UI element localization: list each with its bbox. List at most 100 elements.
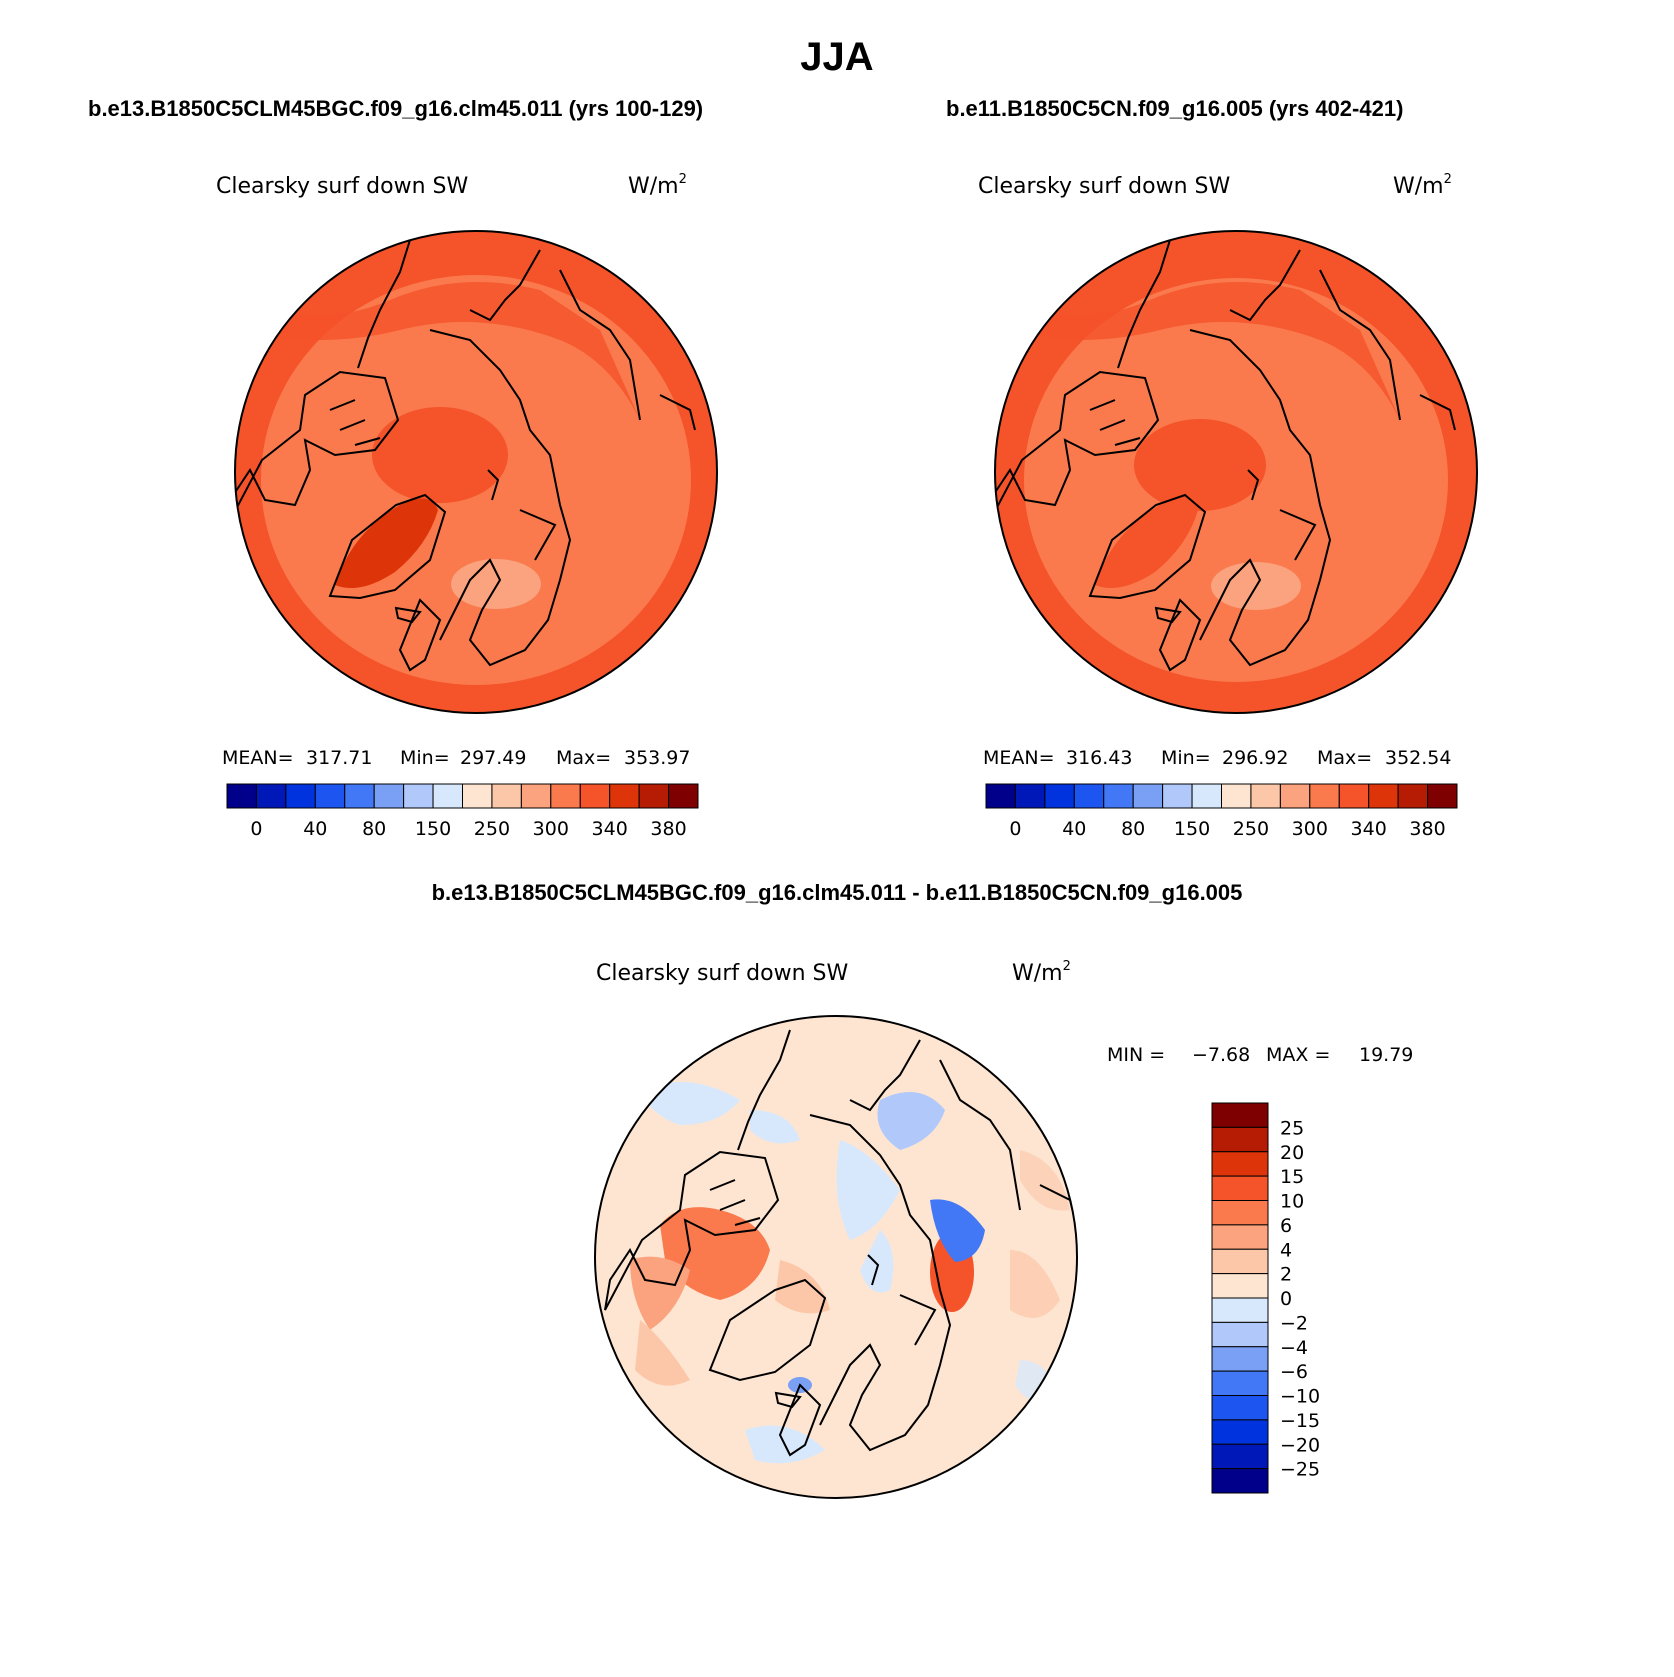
colorbar-tick-label: 0: [1009, 818, 1021, 840]
colorbar-tick-label: 80: [1121, 818, 1145, 840]
panel-right-mean-label: MEAN=: [983, 747, 1055, 769]
map-left: [234, 230, 718, 714]
colorbar-swatch: [491, 783, 522, 809]
colorbar-swatch: [403, 783, 434, 809]
colorbar-swatch: [344, 783, 375, 809]
panel-diff-min-value: −7.68: [1192, 1044, 1250, 1066]
panel-right-min-label: Min=: [1161, 747, 1211, 769]
panel-left-case-label: b.e13.B1850C5CLM45BGC.f09_g16.clm45.011 …: [88, 96, 703, 121]
colorbar-left: [226, 783, 699, 809]
colorbar-swatch: [1211, 1175, 1269, 1201]
colorbar-tick-label: 15: [1280, 1166, 1304, 1188]
colorbar-swatch: [1309, 783, 1340, 809]
colorbar-swatch: [1368, 783, 1399, 809]
panel-diff-case-label: b.e13.B1850C5CLM45BGC.f09_g16.clm45.011 …: [432, 880, 1243, 905]
map-diff: [594, 1015, 1078, 1499]
colorbar-swatch: [432, 783, 463, 809]
colorbar-swatch: [1211, 1321, 1269, 1348]
colorbar-swatch: [1211, 1370, 1269, 1396]
colorbar-swatch: [373, 783, 405, 809]
figure-title: JJA: [800, 35, 873, 79]
colorbar-swatch: [579, 783, 611, 809]
panel-right-variable: Clearsky surf down SW: [978, 174, 1230, 199]
panel-left-variable: Clearsky surf down SW: [216, 174, 468, 199]
colorbar-swatch: [462, 783, 493, 809]
colorbar-tick-label: 25: [1280, 1117, 1304, 1139]
panel-left-mean-value: 317.71: [306, 747, 372, 769]
colorbar-tick-label: 380: [650, 818, 686, 840]
colorbar-swatch: [1211, 1443, 1269, 1470]
colorbar-swatch: [1211, 1200, 1269, 1226]
map-left-field-greenland: [335, 498, 438, 589]
map-left-field-low: [451, 559, 541, 609]
colorbar-left-ticks: 0 40 80 150 250 300 340 380: [250, 818, 686, 840]
panel-right-max-label: Max=: [1317, 747, 1372, 769]
panel-right-case-label: b.e11.B1850C5CN.f09_g16.005 (yrs 402-421…: [946, 96, 1403, 121]
colorbar-tick-label: 0: [1280, 1288, 1292, 1310]
panel-left-max-label: Max=: [556, 747, 611, 769]
colorbar-right: [985, 783, 1458, 809]
map-left-border: [234, 230, 718, 714]
panel-right-min-value: 296.92: [1222, 747, 1288, 769]
panel-left-units: W/m2: [628, 172, 687, 199]
panel-diff-variable: Clearsky surf down SW: [596, 961, 848, 986]
panel-right-mean-value: 316.43: [1066, 747, 1132, 769]
colorbar-swatch: [1044, 783, 1075, 809]
map-diff-field-neg-east: [930, 1199, 985, 1262]
colorbar-swatch: [550, 783, 581, 809]
colorbar-swatch: [1211, 1102, 1269, 1128]
panel-right: b.e11.B1850C5CN.f09_g16.005 (yrs 402-421…: [946, 96, 1478, 840]
colorbar-swatch: [1211, 1248, 1269, 1275]
colorbar-swatch: [1162, 783, 1193, 809]
colorbar-swatch: [1073, 783, 1105, 809]
colorbar-swatch: [668, 783, 699, 809]
colorbar-tick-label: 250: [474, 818, 510, 840]
colorbar-swatch: [1211, 1468, 1269, 1494]
colorbar-tick-label: 0: [250, 818, 262, 840]
colorbar-tick-label: 2: [1280, 1264, 1292, 1286]
colorbar-swatch: [609, 783, 640, 809]
colorbar-swatch: [1211, 1126, 1269, 1153]
panel-left-max-value: 353.97: [624, 747, 690, 769]
colorbar-swatch: [285, 783, 316, 809]
panel-left-min-value: 297.49: [460, 747, 526, 769]
colorbar-tick-label: 40: [303, 818, 327, 840]
colorbar-swatch: [1250, 783, 1281, 809]
colorbar-swatch: [1191, 783, 1222, 809]
colorbar-swatch: [1211, 1151, 1269, 1177]
colorbar-tick-label: 300: [533, 818, 569, 840]
colorbar-tick-label: 300: [1292, 818, 1328, 840]
colorbar-tick-label: −2: [1280, 1312, 1308, 1334]
colorbar-tick-label: 6: [1280, 1215, 1292, 1237]
colorbar-swatch: [1014, 783, 1046, 809]
colorbar-swatch: [1211, 1346, 1269, 1372]
panel-left-min-label: Min=: [400, 747, 450, 769]
map-left-coastlines: [235, 239, 696, 672]
map-diff-border: [594, 1015, 1078, 1499]
colorbar-swatch: [520, 783, 552, 809]
colorbar-tick-label: 40: [1062, 818, 1086, 840]
panel-right-units: W/m2: [1393, 172, 1452, 199]
colorbar-tick-label: −15: [1280, 1410, 1320, 1432]
colorbar-swatch: [314, 783, 346, 809]
map-right-field-core: [1134, 419, 1266, 511]
colorbar-tick-label: 150: [415, 818, 451, 840]
colorbar-swatch: [1211, 1297, 1269, 1323]
colorbar-swatch: [1132, 783, 1164, 809]
colorbar-swatch: [1103, 783, 1134, 809]
panel-diff-max-value: 19.79: [1359, 1044, 1413, 1066]
colorbar-swatch: [1279, 783, 1311, 809]
colorbar-swatch: [1338, 783, 1370, 809]
panel-diff-min-label: MIN =: [1107, 1044, 1165, 1066]
colorbar-tick-label: −10: [1280, 1386, 1320, 1408]
colorbar-tick-label: −25: [1280, 1459, 1320, 1481]
colorbar-swatch: [1211, 1419, 1269, 1445]
colorbar-swatch: [255, 783, 287, 809]
map-right-coastlines: [995, 239, 1456, 672]
colorbar-swatch: [1211, 1395, 1269, 1421]
colorbar-tick-label: −20: [1280, 1434, 1320, 1456]
map-right-field-greenland: [1095, 498, 1198, 589]
colorbar-tick-label: 10: [1280, 1191, 1304, 1213]
map-right: [994, 230, 1478, 714]
